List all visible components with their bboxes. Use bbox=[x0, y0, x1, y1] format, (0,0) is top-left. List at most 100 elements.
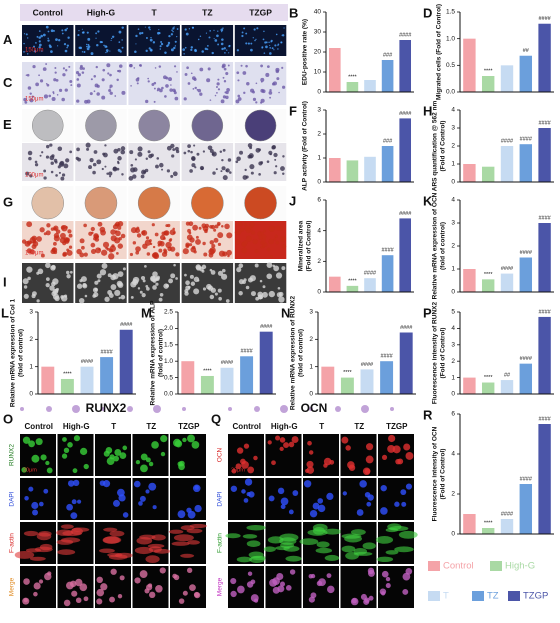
cell bbox=[141, 293, 146, 298]
significance-label: ### bbox=[383, 52, 393, 58]
cell bbox=[47, 30, 50, 33]
y-tick-label: 1 bbox=[29, 363, 33, 370]
cell bbox=[50, 50, 53, 53]
cell bbox=[119, 50, 122, 53]
cell bbox=[190, 72, 193, 75]
cell bbox=[140, 464, 148, 473]
cell bbox=[220, 42, 224, 46]
cell bbox=[37, 268, 44, 275]
cell bbox=[235, 463, 242, 470]
cell bbox=[148, 153, 153, 159]
cell bbox=[156, 157, 160, 160]
bar bbox=[100, 357, 114, 394]
significance-label: #### bbox=[260, 324, 273, 330]
cell bbox=[158, 248, 163, 253]
cell bbox=[61, 453, 68, 459]
legend-swatch bbox=[490, 561, 502, 571]
cell bbox=[221, 38, 224, 41]
y-tick-label: 1 bbox=[309, 363, 313, 370]
cell bbox=[367, 567, 375, 575]
cell bbox=[252, 238, 258, 245]
cell bbox=[171, 541, 190, 546]
y-axis-label: Fluorescence intensity of RUNX2 bbox=[432, 302, 439, 405]
cell bbox=[145, 49, 148, 53]
cell bbox=[176, 71, 178, 73]
panel-letter: J bbox=[289, 193, 296, 208]
cell bbox=[289, 569, 296, 575]
cell bbox=[153, 100, 156, 103]
cell bbox=[146, 287, 150, 291]
significance-label: ### bbox=[383, 138, 393, 144]
significance-label: **** bbox=[348, 74, 357, 80]
cell bbox=[280, 166, 285, 171]
cell bbox=[241, 34, 244, 38]
cell bbox=[99, 548, 115, 554]
cell bbox=[262, 38, 265, 41]
y-tick-label: 2.5 bbox=[164, 309, 173, 316]
cell bbox=[174, 96, 179, 101]
cell bbox=[69, 580, 77, 588]
cell bbox=[310, 573, 316, 579]
y-tick-label: 3 bbox=[451, 125, 455, 132]
cell bbox=[53, 29, 55, 32]
cell bbox=[279, 446, 284, 452]
cell bbox=[114, 237, 121, 244]
cell bbox=[41, 151, 44, 154]
row-label: OCN bbox=[217, 447, 224, 462]
cell bbox=[187, 510, 196, 519]
significance-label: ## bbox=[523, 48, 530, 54]
cell bbox=[168, 77, 172, 82]
cell bbox=[274, 44, 277, 47]
cell bbox=[59, 232, 66, 239]
cell bbox=[99, 269, 107, 276]
cell bbox=[63, 447, 70, 453]
cell bbox=[111, 35, 115, 39]
bar bbox=[360, 369, 374, 394]
cell bbox=[151, 252, 158, 258]
cell bbox=[45, 277, 50, 281]
cell bbox=[68, 245, 73, 249]
bar bbox=[364, 278, 376, 292]
cell bbox=[56, 94, 59, 96]
cell bbox=[261, 47, 263, 49]
y-tick-label: 0.0 bbox=[446, 89, 455, 96]
row-label: F-actin bbox=[9, 533, 16, 553]
cell bbox=[220, 99, 225, 104]
cell bbox=[266, 247, 271, 252]
y-tick-label: 0.5 bbox=[164, 374, 173, 381]
cell bbox=[247, 277, 253, 283]
cell bbox=[114, 95, 117, 97]
cell bbox=[262, 285, 266, 289]
cell bbox=[379, 588, 387, 595]
cell bbox=[323, 528, 342, 535]
cell bbox=[263, 52, 266, 54]
cell bbox=[260, 77, 265, 82]
cell bbox=[38, 501, 44, 507]
y-tick-label: 1.5 bbox=[446, 9, 455, 16]
cell bbox=[388, 434, 396, 443]
bar bbox=[364, 80, 376, 92]
cell bbox=[148, 461, 154, 467]
cell bbox=[206, 283, 212, 290]
cell bbox=[119, 64, 123, 68]
cell bbox=[109, 530, 125, 537]
bar bbox=[463, 38, 476, 92]
cell bbox=[230, 485, 238, 492]
bar bbox=[519, 257, 533, 292]
cell bbox=[99, 226, 106, 233]
micrograph bbox=[234, 25, 287, 56]
cell bbox=[153, 81, 157, 85]
cell bbox=[57, 45, 59, 47]
cell bbox=[184, 73, 188, 76]
cell bbox=[253, 455, 258, 461]
cell bbox=[164, 95, 167, 98]
cell bbox=[191, 76, 196, 81]
cell bbox=[312, 502, 320, 510]
cell bbox=[267, 440, 272, 445]
cell bbox=[189, 274, 194, 279]
y-axis-label: Relative mRNA expression of RUNX2 bbox=[290, 295, 297, 410]
cell bbox=[75, 156, 79, 161]
cell bbox=[202, 241, 206, 246]
cell bbox=[176, 36, 178, 38]
cell bbox=[38, 579, 44, 584]
